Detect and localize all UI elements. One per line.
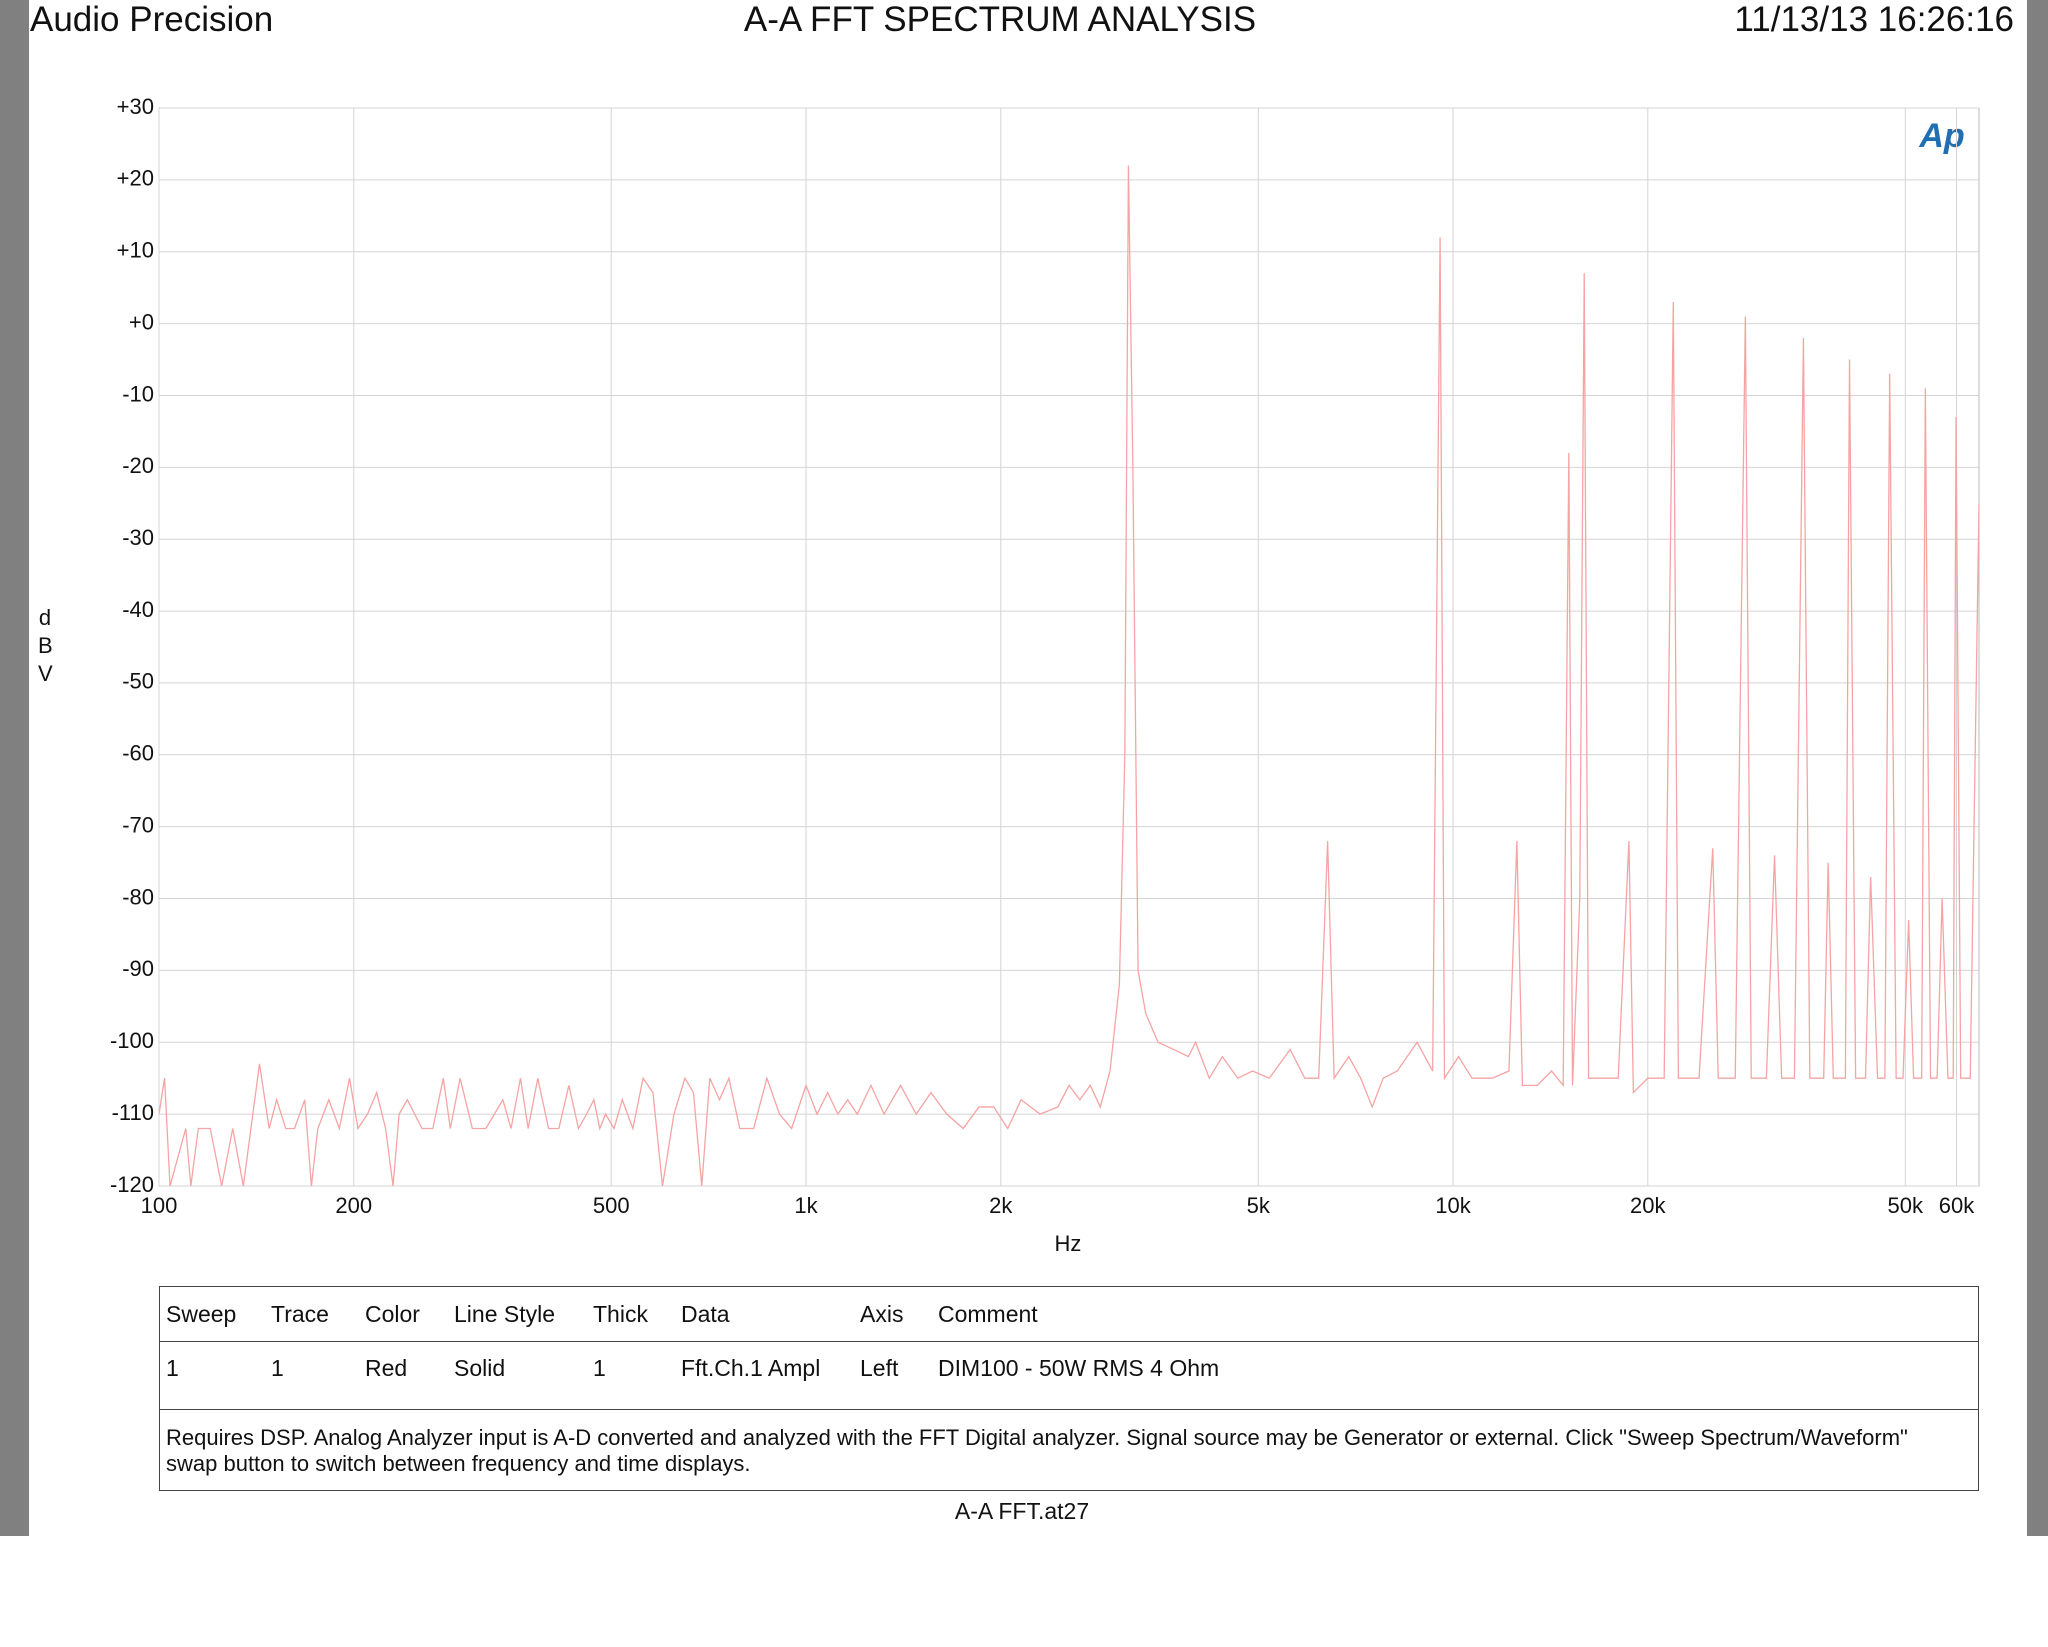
table-cell: Solid	[454, 1355, 506, 1381]
y-tick-label: +30	[117, 94, 154, 119]
y-tick-label: -110	[112, 1100, 154, 1125]
brand: Audio Precision	[30, 0, 274, 39]
page-title: A-A FFT SPECTRUM ANALYSIS	[743, 0, 1257, 39]
table-cell: DIM100 - 50W RMS 4 Ohm	[938, 1355, 1220, 1381]
y-tick-label: +0	[129, 309, 154, 334]
x-tick-label: 10k	[1435, 1193, 1471, 1218]
y-tick-label: -30	[122, 525, 154, 550]
table-cell: Left	[860, 1355, 899, 1381]
y-tick-label: -40	[122, 597, 154, 622]
table-header: Sweep	[166, 1301, 237, 1327]
table-header: Color	[365, 1301, 420, 1327]
table-cell: 1	[166, 1355, 179, 1381]
x-tick-label: 2k	[989, 1193, 1013, 1218]
table-cell: Fft.Ch.1 Ampl	[681, 1355, 821, 1381]
y-tick-label: -60	[122, 741, 154, 766]
table-cell: 1	[593, 1355, 606, 1381]
logo: Ap	[1918, 117, 1964, 155]
y-tick-label: +20	[117, 166, 154, 191]
x-tick-label: 20k	[1630, 1193, 1666, 1218]
timestamp: 11/13/13 16:26:16	[1734, 0, 2014, 39]
y-tick-label: -90	[122, 956, 154, 981]
x-tick-label: 500	[593, 1193, 630, 1218]
table-header: Line Style	[454, 1301, 556, 1327]
table-header: Trace	[271, 1301, 329, 1327]
y-tick-label: -50	[122, 669, 154, 694]
plot-frame	[158, 107, 1980, 1187]
x-tick-label: 100	[141, 1193, 178, 1218]
row-divider	[160, 1341, 1978, 1342]
y-tick-label: +10	[117, 238, 154, 263]
x-tick-label: 5k	[1247, 1193, 1271, 1218]
y-tick-label: -80	[122, 884, 154, 909]
table-header: Data	[681, 1301, 730, 1327]
row-divider	[160, 1409, 1978, 1410]
legend-table: Sweep Trace Color Line Style Thick Data …	[159, 1286, 1979, 1491]
y-tick-label: -70	[122, 812, 154, 837]
spectrum-line	[159, 165, 1979, 1186]
x-tick-label: 200	[335, 1193, 372, 1218]
table-header: Axis	[860, 1301, 904, 1327]
y-tick-label: -100	[110, 1028, 154, 1053]
side-bar	[2027, 0, 2048, 1536]
x-tick-label: 60k	[1939, 1193, 1975, 1218]
y-tick-label: -120	[110, 1172, 154, 1197]
x-tick-label: 1k	[794, 1193, 818, 1218]
x-tick-label: 50k	[1888, 1193, 1924, 1218]
page: Audio Precision A-A FFT SPECTRUM ANALYSI…	[0, 0, 2048, 1536]
table-note: Requires DSP. Analog Analyzer input is A…	[166, 1425, 1908, 1476]
table-header: Thick	[593, 1301, 648, 1327]
table-cell: Red	[365, 1355, 408, 1381]
x-axis-label: Hz	[1055, 1231, 1082, 1256]
table-header: Comment	[938, 1301, 1038, 1327]
footer: A-A FFT.at27	[954, 1498, 1090, 1524]
y-axis-label: dBV	[38, 605, 53, 686]
chart: Ap Hz +30 +20 +10 +0 -10 -20 -30 -40 -50 -60 -70 -8…	[110, 94, 1980, 1256]
table-cell: 1	[271, 1355, 284, 1381]
side-bar	[0, 0, 29, 1536]
y-tick-label: -20	[122, 453, 154, 478]
y-tick-label: -10	[122, 381, 154, 406]
